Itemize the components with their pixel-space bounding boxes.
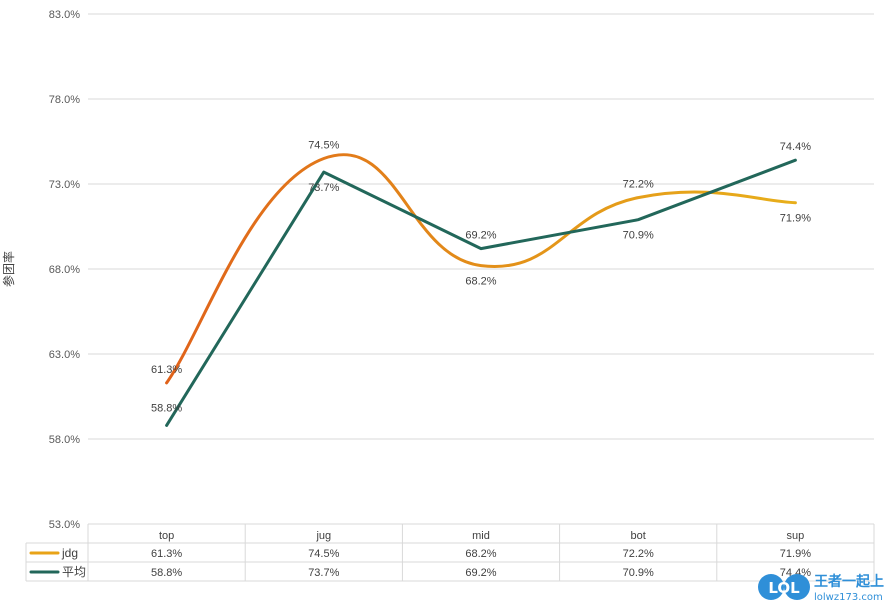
table-cell: 71.9% bbox=[780, 548, 811, 560]
table-cell: 73.7% bbox=[308, 567, 339, 579]
watermark-circle bbox=[784, 574, 810, 600]
data-labels: 61.3% 74.5% 68.2% 72.2% 71.9% 58.8% 73.7% 69.2%… bbox=[151, 140, 811, 415]
y-tick-label: 73.0% bbox=[49, 179, 80, 191]
table-cell: 61.3% bbox=[151, 548, 182, 560]
data-table: top jug mid bot sup jdg 61.3% 74.5% 68.2% 72.2% 71… bbox=[25, 523, 875, 582]
x-tick-label: mid bbox=[472, 530, 490, 542]
y-tick-label: 68.0% bbox=[49, 264, 80, 276]
table-cell: 69.2% bbox=[465, 567, 496, 579]
table-cell: 70.9% bbox=[623, 567, 654, 579]
data-label: 58.8% bbox=[151, 402, 182, 414]
data-label: 69.2% bbox=[465, 230, 496, 242]
data-label: 68.2% bbox=[465, 276, 496, 288]
table-cell: 72.2% bbox=[623, 548, 654, 560]
data-label: 73.7% bbox=[308, 182, 339, 194]
y-tick-label: 58.0% bbox=[49, 434, 80, 446]
x-tick-label: bot bbox=[631, 530, 646, 542]
legend-label: 平均 bbox=[62, 565, 86, 579]
y-axis-label: 参团率 bbox=[1, 251, 16, 287]
watermark-text: 王者一起上 bbox=[814, 573, 884, 590]
x-tick-label: sup bbox=[787, 530, 805, 542]
y-tick-label: 78.0% bbox=[49, 94, 80, 106]
data-label: 72.2% bbox=[623, 179, 654, 191]
y-tick-label: 63.0% bbox=[49, 349, 80, 361]
y-axis: 53.0% 58.0% 63.0% 68.0% 73.0% 78.0% 83.0% bbox=[49, 9, 80, 531]
series-lines bbox=[165, 153, 797, 427]
x-tick-label: jug bbox=[315, 530, 331, 542]
legend-label: jdg bbox=[61, 546, 78, 560]
gridlines bbox=[88, 13, 874, 440]
y-tick-label: 53.0% bbox=[49, 519, 80, 531]
watermark-logo: LOL 王者一起上 lolwz173.com bbox=[758, 573, 884, 603]
data-label: 74.4% bbox=[780, 141, 811, 153]
series-line-jdg bbox=[165, 153, 797, 385]
table-cell: 68.2% bbox=[465, 548, 496, 560]
y-tick-label: 83.0% bbox=[49, 9, 80, 21]
table-cell: 74.5% bbox=[308, 548, 339, 560]
data-label: 74.5% bbox=[308, 140, 339, 152]
table-cell: 58.8% bbox=[151, 567, 182, 579]
series-line-avg bbox=[165, 158, 797, 427]
watermark-circle bbox=[758, 574, 784, 600]
watermark-logo-text: LOL bbox=[768, 579, 800, 597]
data-label: 71.9% bbox=[780, 213, 811, 225]
watermark-url: lolwz173.com bbox=[814, 592, 883, 603]
data-label: 61.3% bbox=[151, 364, 182, 376]
x-tick-label: top bbox=[159, 530, 174, 542]
data-label: 70.9% bbox=[623, 230, 654, 242]
